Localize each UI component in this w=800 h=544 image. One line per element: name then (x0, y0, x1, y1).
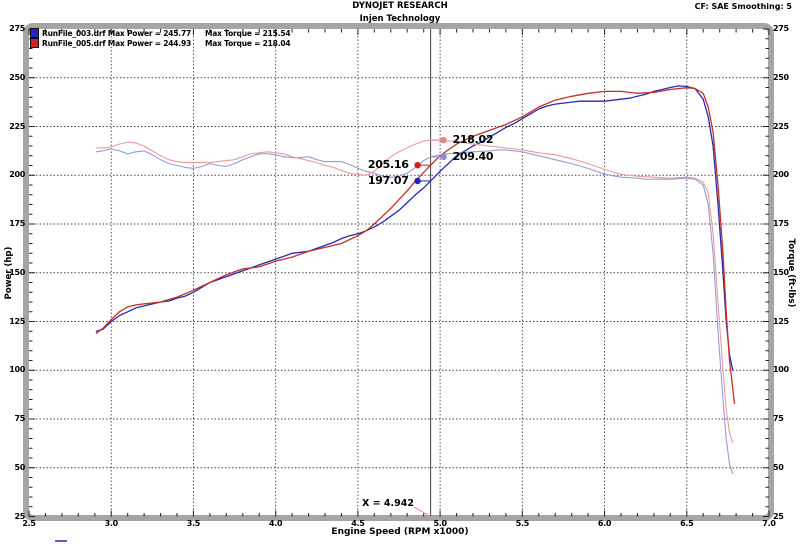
chart-subtitle: Injen Technology (359, 14, 441, 24)
plot-frame (23, 23, 774, 521)
annotation-marker-dot (414, 161, 421, 169)
axis-tick-marks (28, 28, 770, 517)
runfile-005-power-curve (95, 87, 736, 405)
annotation-marker-dot (440, 153, 447, 161)
runfile-003-power-curve (95, 85, 734, 371)
annotation-marker-dot (440, 136, 447, 144)
correction-smoothing-label: CF: SAE Smoothing: 5 (694, 2, 792, 11)
annotation-marker-dot (414, 177, 421, 185)
cursor-label-leader-line (413, 506, 431, 517)
runfile-005-torque-curve (95, 139, 734, 443)
chart-title: DYNOJET RESEARCH (352, 1, 448, 11)
runfile-003-torque-curve (95, 148, 734, 475)
clipped-bottom-element (55, 540, 67, 542)
